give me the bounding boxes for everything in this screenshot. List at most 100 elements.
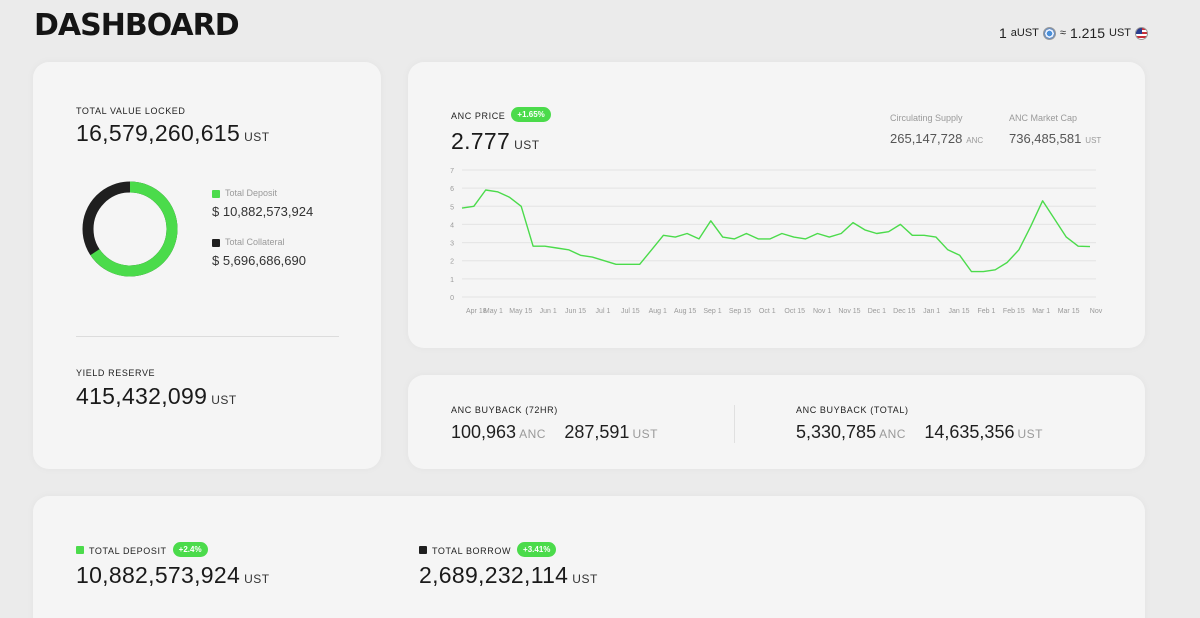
circulating-supply: Circulating Supply 265,147,728 ANC (890, 113, 983, 148)
x-tick-label: Nov 1 (813, 308, 831, 315)
buyback-72-anc-unit: ANC (519, 427, 546, 441)
total-deposit-header: TOTAL DEPOSIT +2.4% (76, 541, 208, 559)
rate-left-amount: 1 (998, 25, 1007, 41)
anc-price-header: ANC PRICE +1.65% (451, 106, 551, 124)
tvl-unit: UST (244, 130, 270, 144)
x-tick-label: Sep 1 (703, 308, 721, 315)
buyback-total-ust-unit: UST (1017, 427, 1043, 441)
exchange-rate: 1 aUST ≈ 1.215 UST (999, 25, 1148, 41)
y-tick-label: 1 (450, 277, 454, 284)
donut-deposit-arc (82, 181, 178, 277)
x-tick-label: Jan 15 (949, 308, 970, 315)
buyback-card: ANC BUYBACK (72HR) 100,963 ANC 287,591 UST… (408, 375, 1145, 469)
y-tick-label: 6 (450, 186, 454, 193)
deposit-legend-swatch (212, 189, 220, 198)
anc-price-card: ANC PRICE +1.65% 2.777 UST Circulating Sup… (408, 62, 1145, 348)
x-tick-label: May 15 (509, 308, 532, 315)
buyback-total-ust-value: 14,635,356 (924, 422, 1015, 442)
aust-icon (1042, 26, 1056, 40)
tvl-value: 16,579,260,615 (76, 120, 241, 146)
collateral-legend-swatch (212, 238, 220, 247)
x-tick-label: Jun 15 (565, 308, 586, 315)
us-flag-icon (1135, 26, 1148, 40)
tvl-card: TOTAL VALUE LOCKED 16,579,260,615 UST Tot… (33, 62, 381, 469)
buyback-total-label: ANC BUYBACK (TOTAL) (796, 405, 909, 415)
buyback-72-ust-unit: UST (632, 427, 658, 441)
x-tick-label: Nov 15 (838, 308, 860, 315)
yield-value-row: 415,432,099 UST (76, 383, 237, 410)
buyback-total-values: 5,330,785 ANC 14,635,356 UST (796, 422, 1043, 443)
deposit-borrow-card: TOTAL DEPOSIT +2.4% 10,882,573,924 UST TOT… (33, 496, 1145, 618)
total-borrow-badge: +3.41% (517, 542, 557, 558)
total-deposit-value: 10,882,573,924 (76, 562, 241, 588)
market-cap: ANC Market Cap 736,485,581 UST (1009, 113, 1101, 148)
x-tick-label: Mar 15 (1058, 308, 1080, 315)
borrow-swatch (419, 545, 427, 554)
rate-right-amount: 1.215 (1069, 25, 1105, 41)
x-tick-label: Mar 1 (1032, 308, 1050, 315)
x-tick-label: Aug 1 (649, 308, 667, 315)
cap-value: 736,485,581 (1009, 131, 1082, 146)
x-tick-label: Jul 15 (621, 308, 640, 315)
divider (76, 336, 339, 337)
buyback-72-label: ANC BUYBACK (72HR) (451, 405, 558, 415)
supply-value: 265,147,728 (890, 131, 963, 146)
cap-label: ANC Market Cap (1009, 113, 1078, 123)
anc-price-label: ANC PRICE (451, 111, 506, 121)
total-deposit-unit: UST (244, 572, 270, 586)
x-tick-label: Nov (1090, 308, 1103, 315)
yield-value: 415,432,099 (76, 383, 208, 409)
collateral-legend-value: $ 5,696,686,690 (212, 253, 306, 268)
x-tick-label: Sep 15 (729, 308, 751, 315)
anc-price-value: 2.777 (451, 128, 511, 154)
x-tick-label: Dec 1 (868, 308, 886, 315)
total-borrow-value-row: 2,689,232,114 UST (419, 562, 598, 589)
legend-collateral: Total Collateral $ 5,696,686,690 (212, 237, 306, 268)
total-deposit-badge: +2.4% (172, 542, 208, 558)
total-borrow-value: 2,689,232,114 (419, 562, 569, 588)
y-tick-label: 4 (450, 222, 454, 229)
x-tick-label: Feb 1 (977, 308, 995, 315)
x-tick-label: Aug 15 (674, 308, 696, 315)
y-tick-label: 0 (450, 295, 454, 302)
tvl-label: TOTAL VALUE LOCKED (76, 106, 186, 116)
x-tick-label: Jan 1 (923, 308, 940, 315)
collateral-legend-label: Total Collateral (225, 237, 285, 247)
x-tick-label: Dec 15 (893, 308, 915, 315)
buyback-72-values: 100,963 ANC 287,591 UST (451, 422, 658, 443)
anc-price-unit: UST (514, 138, 540, 152)
rate-left-unit: aUST (1010, 27, 1039, 39)
total-deposit-value-row: 10,882,573,924 UST (76, 562, 270, 589)
total-borrow-label: TOTAL BORROW (432, 546, 512, 556)
supply-label: Circulating Supply (890, 113, 963, 123)
deposit-legend-label: Total Deposit (225, 188, 278, 198)
deposit-legend-value: $ 10,882,573,924 (212, 204, 314, 219)
buyback-72-ust-value: 287,591 (564, 422, 630, 442)
x-tick-label: Jun 1 (540, 308, 557, 315)
y-tick-label: 7 (450, 168, 454, 175)
buyback-total-anc-value: 5,330,785 (796, 422, 877, 442)
rate-right-unit: UST (1109, 27, 1131, 39)
total-borrow-header: TOTAL BORROW +3.41% (419, 541, 557, 559)
supply-unit: ANC (966, 136, 984, 145)
y-tick-label: 3 (450, 241, 454, 248)
x-tick-label: Oct 15 (784, 308, 805, 315)
x-tick-label: Oct 1 (759, 308, 776, 315)
buyback-divider (734, 405, 735, 443)
x-tick-label: Feb 15 (1003, 308, 1025, 315)
x-tick-label: Jul 1 (596, 308, 611, 315)
cap-unit: UST (1085, 136, 1102, 145)
y-tick-label: 5 (450, 204, 454, 211)
legend-deposit: Total Deposit $ 10,882,573,924 (212, 188, 313, 219)
price-line (461, 189, 1091, 273)
rate-approx: ≈ (1059, 27, 1066, 39)
buyback-total-anc-unit: ANC (879, 427, 906, 441)
page-title: DASHBOARD (34, 8, 240, 43)
anc-price-badge: +1.65% (511, 107, 551, 123)
yield-unit: UST (211, 393, 237, 407)
total-borrow-unit: UST (572, 572, 598, 586)
x-tick-label: May 1 (484, 308, 503, 315)
y-tick-label: 2 (450, 259, 454, 266)
total-deposit-label: TOTAL DEPOSIT (89, 546, 167, 556)
